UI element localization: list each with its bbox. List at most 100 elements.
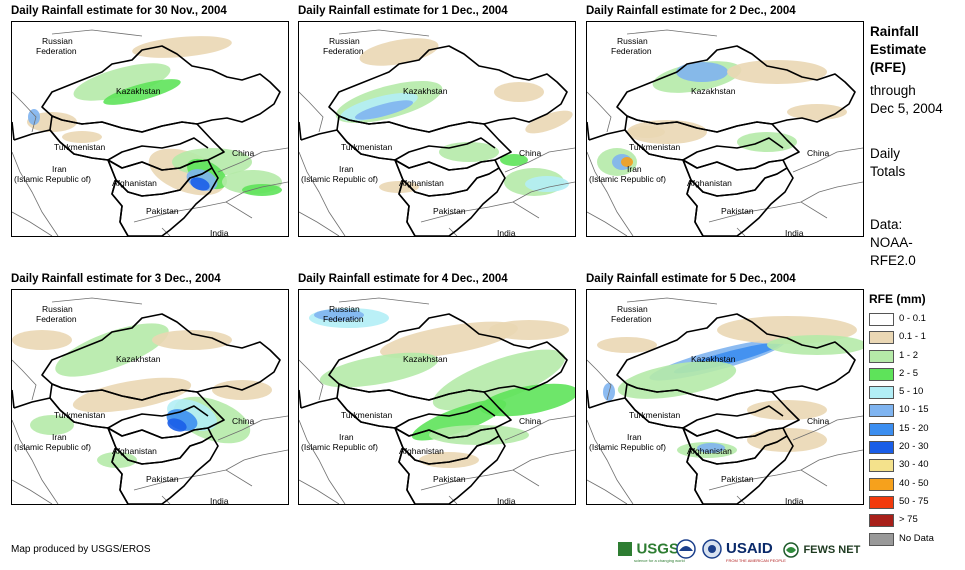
legend-swatch [869,441,894,455]
label-russia-2: Federation [323,314,364,324]
label-russia-1: Russian [42,304,73,314]
map-svg: Russian Federation Kazakhstan Turkmenist… [587,29,863,236]
legend-label: 30 - 40 [899,459,929,471]
minor-borders [587,297,863,504]
rainfall-area [629,126,665,138]
rainfall-area [747,428,827,452]
rainfall-area [72,377,192,413]
label-india: India [785,496,804,504]
major-borders [12,45,281,236]
label-russia-2: Federation [36,314,77,324]
map-frame: Russian Federation Kazakhstan Turkmenist… [11,21,289,237]
label-china: China [807,416,829,426]
label-russia-1: Russian [329,304,360,314]
label-pakistan: Pakistan [721,474,754,484]
label-afghanistan: Afghanistan [687,178,732,188]
legend-label: 0 - 0.1 [899,313,926,324]
map-frame: Russian Federation Kazakhstan Turkmenist… [586,21,864,237]
rainfall-area [494,82,544,102]
major-borders [299,313,568,504]
legend-label: 15 - 20 [899,422,929,434]
label-pakistan: Pakistan [433,206,466,216]
map-svg: Russian Federation Kazakhstan Turkmenist… [587,297,863,504]
label-kazakhstan: Kazakhstan [691,86,736,96]
label-russia-1: Russian [617,304,648,314]
rainfall-area [73,63,171,101]
rainfall-area [621,157,633,167]
rainfall-area [525,176,569,192]
label-afghanistan: Afghanistan [687,446,732,456]
legend-label: No Data [899,532,934,544]
usgs-tagline: science for a changing world [634,558,685,563]
legend-swatch [869,422,894,436]
sidebar-data-2: NOAA- [870,235,913,250]
rainfall-area [152,330,232,350]
rainfall-layer [12,323,272,468]
label-china: China [232,416,254,426]
label-russia-1: Russian [617,36,648,46]
label-china: China [519,416,541,426]
usaid-logo-text: USAID [726,540,773,557]
sidebar-heading-3: (RFE) [870,60,906,75]
rainfall-area [489,320,569,340]
rainfall-area [12,330,72,350]
label-kazakhstan: Kazakhstan [691,354,736,364]
rainfall-area [28,109,40,125]
legend-swatch [869,331,894,345]
rainfall-area [500,154,528,166]
label-turkmenistan: Turkmenistan [54,410,105,420]
label-kazakhstan: Kazakhstan [116,354,161,364]
rainfall-area [167,418,187,432]
label-afghanistan: Afghanistan [399,446,444,456]
fewsnet-logo: FEWS NET [783,541,860,559]
usaid-tagline: FROM THE AMERICAN PEOPLE [726,558,786,563]
rainfall-area [429,425,529,445]
seal-icon [702,539,722,559]
legend-title: RFE (mm) [869,292,926,306]
map-svg: Russian Federation Kazakhstan Turkmenist… [299,297,575,504]
major-borders [299,45,568,236]
rainfall-area [242,184,282,196]
map-frame: Russian Federation Kazakhstan Turkmenist… [11,289,289,505]
legend-label: 20 - 30 [899,441,929,453]
label-afghanistan: Afghanistan [112,178,157,188]
label-russia-2: Federation [323,46,364,56]
label-kazakhstan: Kazakhstan [403,86,448,96]
noaa-logo [676,539,696,564]
legend-swatch [869,367,894,381]
label-iran-2: (Islamic Republic of) [301,442,378,452]
minor-borders [299,29,575,236]
rainfall-area [103,79,181,105]
minor-borders [12,29,288,236]
label-kazakhstan: Kazakhstan [116,86,161,96]
label-turkmenistan: Turkmenistan [341,142,392,152]
label-iran-2: (Islamic Republic of) [14,442,91,452]
rainfall-area [432,349,566,411]
sidebar-through-1: through [870,83,916,98]
sidebar-data-1: Data: [870,217,903,232]
label-pakistan: Pakistan [721,206,754,216]
sidebar-heading-2: Estimate [870,42,927,57]
sidebar-data-3: RFE2.0 [870,253,916,268]
fewsnet-logo-text: FEWS NET [803,543,861,556]
legend-swatch [869,532,894,546]
credit-text: Map produced by USGS/EROS [11,544,151,555]
rainfall-area [727,60,827,84]
legend-swatch [869,404,894,418]
label-iran-2: (Islamic Republic of) [14,174,91,184]
legend-swatch [869,349,894,363]
legend-swatch [869,514,894,528]
minor-borders [299,297,575,504]
label-china: China [807,148,829,158]
label-iran-1: Iran [339,432,354,442]
label-afghanistan: Afghanistan [112,446,157,456]
country-labels: Russian Federation Kazakhstan Turkmenist… [301,36,541,236]
panel-title: Daily Rainfall estimate for 30 Nov., 200… [11,5,227,17]
rainfall-layer [335,38,573,196]
label-russia-2: Federation [36,46,77,56]
label-kazakhstan: Kazakhstan [403,354,448,364]
panel-title: Daily Rainfall estimate for 1 Dec., 2004 [298,5,508,17]
rainfall-area [380,321,518,359]
panel-title: Daily Rainfall estimate for 2 Dec., 2004 [586,5,796,17]
sidebar-through-2: Dec 5, 2004 [870,101,943,116]
